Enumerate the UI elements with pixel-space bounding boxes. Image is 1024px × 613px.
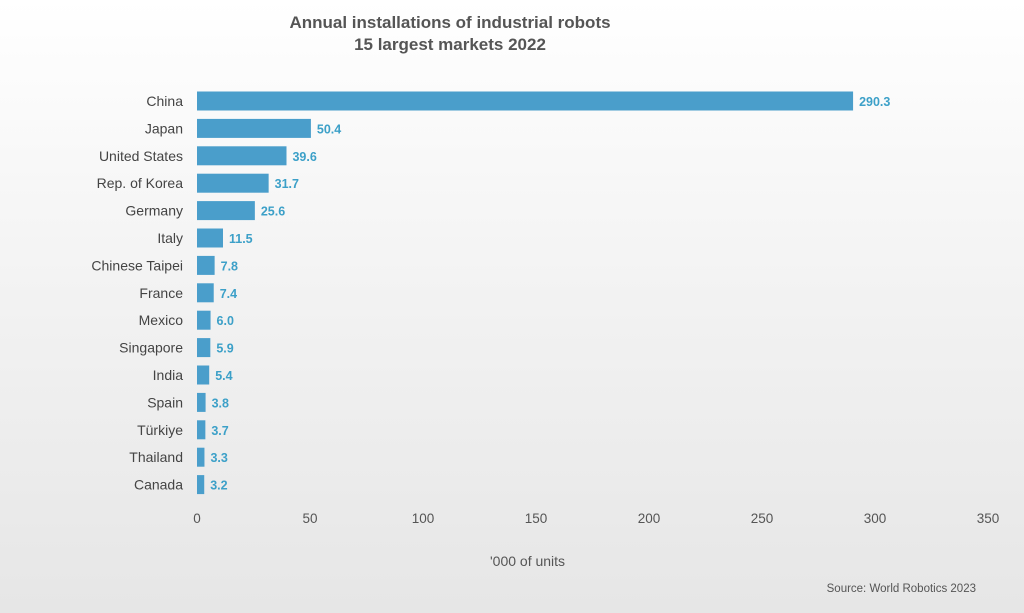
x-tick-label: 350 (977, 511, 1000, 526)
category-label: Japan (145, 120, 183, 136)
value-label: 5.4 (215, 369, 232, 383)
value-label: 3.8 (212, 396, 229, 410)
bar (197, 392, 206, 412)
category-label: Rep. of Korea (97, 175, 184, 191)
value-label: 3.7 (211, 424, 228, 438)
category-label: Singapore (119, 340, 183, 356)
bar (197, 228, 223, 248)
value-label: 31.7 (275, 177, 299, 191)
category-label: Germany (125, 203, 183, 219)
x-tick-label: 50 (302, 511, 317, 526)
bar (197, 201, 255, 221)
value-label: 7.8 (221, 259, 238, 273)
category-label: Türkiye (137, 422, 183, 438)
bar (197, 420, 206, 440)
value-label: 25.6 (261, 205, 285, 219)
x-axis-label: '000 of units (490, 553, 566, 569)
source-note: Source: World Robotics 2023 (826, 583, 976, 595)
x-tick-label: 100 (412, 511, 435, 526)
value-label: 7.4 (220, 287, 237, 301)
category-label: Thailand (129, 449, 183, 465)
category-label: France (139, 285, 183, 301)
bar (197, 447, 205, 467)
category-label: India (153, 367, 184, 383)
bar (197, 255, 215, 275)
bar (197, 91, 854, 111)
bar (197, 365, 210, 385)
category-label: United States (99, 148, 183, 164)
chart-subtitle: 15 largest markets 2022 (354, 35, 546, 54)
bar (197, 118, 311, 138)
chart-title: Annual installations of industrial robot… (289, 13, 611, 32)
x-tick-label: 250 (751, 511, 774, 526)
value-label: 5.9 (216, 342, 233, 356)
value-label: 11.5 (229, 232, 253, 246)
bar (197, 338, 211, 358)
value-label: 3.3 (210, 451, 227, 465)
value-label: 6.0 (217, 314, 234, 328)
chart-title-block: Annual installations of industrial robot… (0, 12, 900, 56)
category-label: Italy (157, 230, 183, 246)
value-label: 39.6 (292, 150, 316, 164)
category-label: China (146, 93, 183, 109)
value-label: 3.2 (210, 479, 227, 493)
category-label: Mexico (139, 312, 184, 328)
bar (197, 283, 214, 303)
x-tick-label: 150 (525, 511, 548, 526)
x-tick-label: 0 (193, 511, 201, 526)
category-label: Chinese Taipei (91, 257, 183, 273)
bar (197, 310, 211, 330)
bar (197, 475, 205, 495)
value-label: 50.4 (317, 122, 341, 136)
value-label: 290.3 (859, 95, 890, 109)
bar (197, 173, 269, 193)
x-tick-label: 200 (638, 511, 661, 526)
bar (197, 146, 287, 166)
category-label: Spain (147, 394, 183, 410)
x-tick-label: 300 (864, 511, 887, 526)
category-label: Canada (134, 477, 183, 493)
